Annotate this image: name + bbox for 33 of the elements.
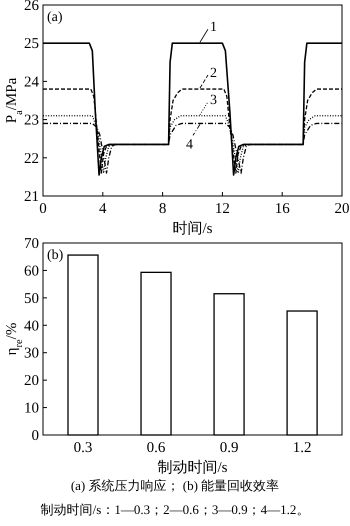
chart-title: (a) <box>47 10 63 25</box>
y-tick-label: 20 <box>24 373 39 390</box>
legend-label: 3 <box>210 92 217 108</box>
y-tick-label: 22 <box>24 150 39 167</box>
y-tick-label: 50 <box>24 290 39 307</box>
x-tick-label: 1.2 <box>292 440 312 456</box>
x-tick-label: 0.6 <box>146 440 166 456</box>
x-tick-label: 4 <box>99 201 108 217</box>
y-tick-label: 0 <box>32 428 39 444</box>
x-tick-label: 16 <box>274 201 290 217</box>
x-tick-label: 12 <box>214 201 230 217</box>
text: (a) 系统压力响应； (b) 能量回收效率 <box>70 478 280 493</box>
y-tick-label: 23 <box>24 112 39 129</box>
x-tick-label: 8 <box>158 201 166 217</box>
x-tick-label: 0.9 <box>220 440 238 456</box>
x-tick-label: 20 <box>334 201 350 217</box>
chart-title: (b) <box>47 248 64 263</box>
y-tick-label: 24 <box>24 74 40 90</box>
y-tick-label: 25 <box>24 36 39 52</box>
y-tick-label: 40 <box>24 318 39 334</box>
y-tick-label: 70 <box>24 236 39 252</box>
text: 制动时间/s：1—0.3；2—0.6；3—0.9；4—1.2。 <box>40 502 310 517</box>
legend-label: 2 <box>210 66 217 82</box>
x-tick-label: 0.3 <box>74 440 92 456</box>
x-axis-title: 制动时间/s <box>157 459 228 476</box>
y-tick-label: 21 <box>24 189 39 205</box>
y-tick-label: 26 <box>24 0 40 14</box>
y-tick-label: 30 <box>24 346 39 362</box>
series-label: 4 <box>186 137 193 152</box>
x-axis-title: 时间/s <box>172 220 213 237</box>
y-tick-label: 60 <box>24 263 39 280</box>
y-tick-label: 10 <box>24 400 39 417</box>
legend-label: 1 <box>210 20 217 36</box>
